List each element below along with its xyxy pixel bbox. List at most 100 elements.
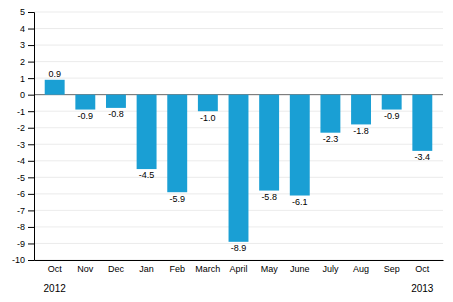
data-label: -4.5 [139, 170, 155, 180]
x-tick: April [229, 260, 247, 274]
data-label: -5.9 [169, 194, 185, 204]
y-tick-label: -3 [17, 140, 25, 150]
data-label: -2.3 [323, 134, 339, 144]
data-label: -6.1 [292, 197, 308, 207]
y-tick-label: -7 [17, 206, 25, 216]
y-axis: -10-9-8-7-6-5-4-3-2-1012345 [12, 7, 35, 265]
grid [34, 12, 443, 260]
x-tick-label: July [322, 264, 339, 274]
y-tick-label: -4 [17, 156, 25, 166]
grid-line [34, 28, 443, 29]
bar [106, 95, 126, 108]
y-tick-mark [28, 177, 34, 178]
x-axis: Oct Nov Dec Jan Feb March April May June July Aug S… [35, 260, 444, 274]
y-tick-label: -5 [17, 173, 25, 183]
y-tick: -7 [17, 206, 34, 216]
data-label: -0.9 [384, 111, 400, 121]
x-tick: Feb [169, 260, 185, 274]
x-axis-line [35, 260, 444, 261]
x-tick: Oct [415, 260, 430, 274]
y-tick-mark [28, 111, 34, 112]
y-tick-mark [28, 12, 34, 13]
x-tick-label: Nov [77, 264, 94, 274]
grid-line [34, 260, 443, 261]
bar [320, 95, 340, 133]
y-tick: -9 [17, 239, 34, 249]
y-tick: 2 [20, 57, 34, 67]
data-label: 0.9 [48, 69, 61, 79]
bar [382, 95, 402, 110]
data-label: -1.8 [353, 126, 369, 136]
bar [167, 95, 187, 193]
data-label: -3.4 [415, 152, 431, 162]
bar [290, 95, 310, 196]
y-tick: -3 [17, 140, 34, 150]
y-tick-mark [28, 128, 34, 129]
year-label: 2013 [411, 283, 434, 294]
x-tick: March [195, 260, 220, 274]
y-tick: 5 [20, 7, 34, 17]
data-label: -0.9 [78, 111, 94, 121]
y-tick-label: -2 [17, 123, 25, 133]
y-tick-mark [28, 210, 34, 211]
data-label: -8.9 [231, 243, 247, 253]
data-label: -1.0 [200, 113, 216, 123]
y-tick: -1 [17, 107, 34, 117]
data-label: -5.8 [261, 192, 277, 202]
y-tick: 4 [20, 24, 34, 34]
y-tick-mark [28, 144, 34, 145]
x-tick: Aug [353, 260, 369, 274]
x-tick: June [290, 260, 310, 274]
y-tick-label: -10 [12, 255, 25, 265]
y-tick-label: -6 [17, 189, 25, 199]
x-tick: Nov [77, 260, 94, 274]
chart: 0.9 -0.9 -0.8 -4.5 -5.9 -1.0 -8.9 -5.8 -6.1 -2.3 -… [0, 0, 453, 302]
y-tick-mark [28, 161, 34, 162]
bar [137, 95, 157, 169]
bar [45, 80, 65, 95]
bar [229, 95, 249, 242]
y-tick: -6 [17, 189, 34, 199]
x-tick: Jan [139, 260, 154, 274]
y-tick-label: 4 [20, 24, 25, 34]
x-tick-label: April [229, 264, 247, 274]
y-tick-mark [28, 194, 34, 195]
y-tick: -10 [12, 255, 34, 265]
grid-line [34, 12, 443, 13]
x-tick-label: Sep [384, 264, 400, 274]
y-tick: -8 [17, 222, 34, 232]
data-label: -0.8 [108, 109, 124, 119]
bar [198, 95, 218, 112]
bars [45, 80, 433, 242]
x-tick-label: Aug [353, 264, 369, 274]
x-tick-label: Oct [48, 264, 63, 274]
annotations: 20122013 [44, 283, 434, 294]
data-labels: 0.9 -0.9 -0.8 -4.5 -5.9 -1.0 -8.9 -5.8 -6.1 -2.3 -… [48, 69, 430, 253]
y-tick-mark [28, 62, 34, 63]
x-tick: Oct [48, 260, 63, 274]
y-tick-label: -9 [17, 239, 25, 249]
y-tick: 1 [20, 74, 34, 84]
y-tick: -2 [17, 123, 34, 133]
y-tick-mark [28, 227, 34, 228]
x-tick: Sep [384, 260, 400, 274]
x-tick-label: June [290, 264, 310, 274]
x-tick: May [261, 260, 279, 274]
x-tick-label: March [195, 264, 220, 274]
y-tick: -4 [17, 156, 34, 166]
x-tick-label: Oct [415, 264, 430, 274]
y-tick: 0 [20, 90, 34, 100]
x-tick-label: Dec [108, 264, 125, 274]
y-tick-mark [28, 260, 34, 261]
y-tick-label: 3 [20, 40, 25, 50]
x-tick-label: Feb [169, 264, 185, 274]
bar [75, 95, 95, 110]
grid-line [34, 45, 443, 46]
y-tick-mark [28, 29, 34, 30]
y-tick-label: 1 [20, 74, 25, 84]
y-tick-label: 2 [20, 57, 25, 67]
y-tick-mark [28, 243, 34, 244]
x-tick: Dec [108, 260, 125, 274]
chart-container: 0.9 -0.9 -0.8 -4.5 -5.9 -1.0 -8.9 -5.8 -6.1 -2.3 -… [0, 0, 453, 302]
y-tick-label: 5 [20, 7, 25, 17]
